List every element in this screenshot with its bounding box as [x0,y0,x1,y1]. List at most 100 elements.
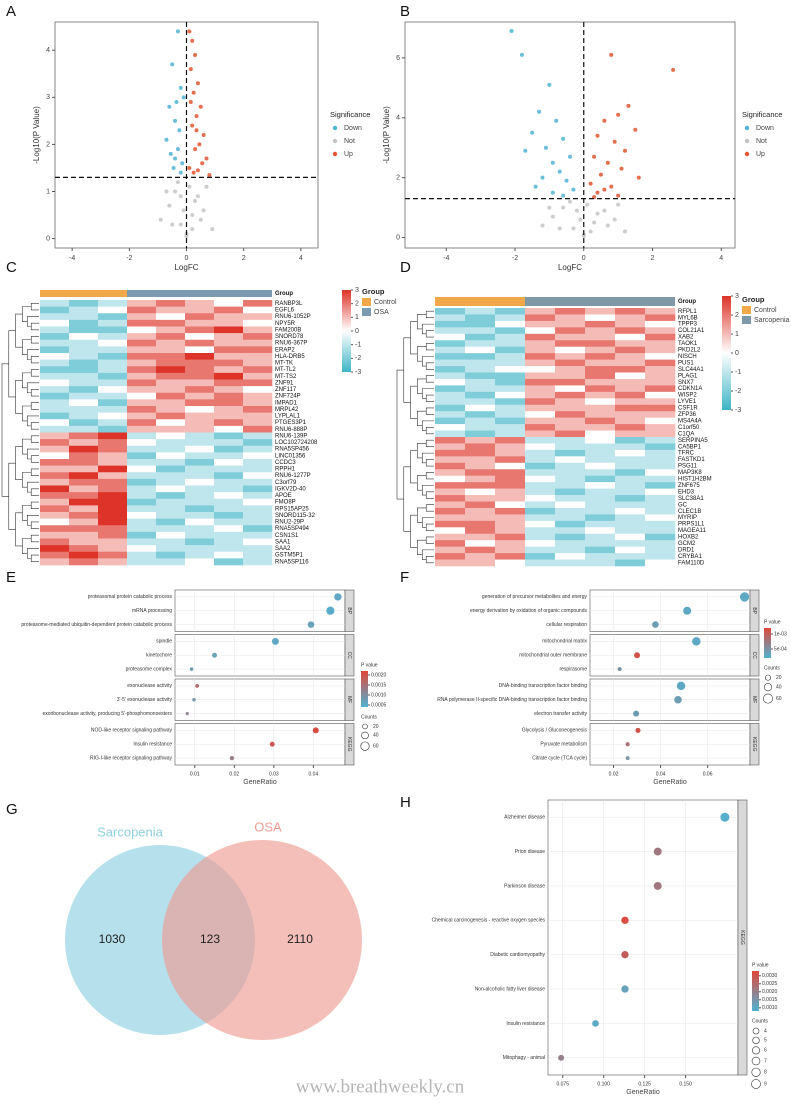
x-tick-label: 0.04 [309,771,319,777]
point [671,67,676,72]
dendrogram-branch [425,459,434,467]
row-label: MAGEA11 [678,528,707,534]
heatmap-cell [525,391,556,399]
row-label: FASTKD1 [678,457,705,463]
dendrogram-branch [15,313,23,348]
heatmap-cell [465,462,496,470]
watermark: www.breathweekly.cn [296,1076,465,1097]
point [547,205,552,210]
heatmap-cell [615,469,646,476]
heatmap-cell [127,333,157,341]
point [609,52,614,57]
heatmap-cell [156,452,186,460]
heatmap-cell [69,392,99,400]
heatmap-cell [525,308,556,315]
legend-key [765,674,771,681]
row-label: TFRC [678,451,695,457]
row-label: NISCH [678,354,697,360]
heatmap-cell [243,485,273,493]
heatmap-cell [585,559,616,567]
point [188,67,193,72]
heatmap-cell [525,437,556,444]
row-label: RANBP3L [275,301,303,307]
heatmap-cell [465,443,496,451]
heatmap-cell [525,559,556,567]
panel-label: D [400,259,411,276]
colorbar-label: -1 [735,369,741,376]
row-label: ZNF724P [275,394,301,400]
heatmap-cell [525,398,556,406]
row-label: LOC102724208 [275,440,318,446]
point [626,103,631,108]
heatmap-cell [435,488,466,496]
heatmap-cell [495,456,526,464]
dot [334,593,342,601]
legend-key [744,138,750,144]
dot [212,652,217,658]
heatmap-cell [435,359,466,367]
point [602,187,607,192]
heatmap-cell [645,546,676,554]
heatmap-cell [243,452,273,460]
x-axis-label: LogFC [174,263,198,272]
heatmap-cell [98,359,128,367]
heatmap-cell [645,333,676,341]
heatmap-cell [495,540,526,547]
heatmap-cell [615,424,646,431]
heatmap-cell [69,498,99,506]
point [187,184,192,189]
point [168,151,173,156]
heatmap-cell [555,385,586,393]
heatmap-cell [98,406,128,413]
heatmap-cell [555,404,586,412]
heatmap-cell [465,308,496,315]
heatmap-cell [98,386,128,394]
heatmap-cell [555,495,586,502]
y-tick-label: 4 [46,47,50,54]
point [193,52,198,57]
point [564,178,569,183]
heatmap-cell [40,359,70,367]
heatmap-cell [98,399,128,407]
heatmap-cell [465,520,496,528]
legend-key [763,693,773,704]
y-tick-label: 1 [46,188,50,195]
x-axis-label: GeneRatio [243,779,277,786]
point [554,118,559,123]
heatmap-cell [615,411,646,418]
x-tick-label: 2 [651,255,655,262]
heatmap-cell [645,553,676,560]
term-label: Glycolysis / Gluconeogenesis [522,728,588,734]
heatmap-cell [495,527,526,535]
legend-title: Group [742,295,765,304]
heatmap-cell [127,512,157,519]
row-label: TAOK1 [678,341,698,347]
x-tick-label: 0.125 [638,1081,651,1087]
heatmap-cell [495,462,526,470]
heatmap-cell [127,432,157,440]
heatmap-cell [127,313,157,321]
heatmap-cell [615,346,646,354]
colorbar [361,671,368,707]
heatmap-cell [40,439,70,447]
heatmap-cell [185,399,215,407]
heatmap-cell [40,425,70,433]
legend-key [752,1027,760,1035]
row-label: ZNF91 [275,380,294,386]
heatmap-cell [465,333,496,341]
y-axis-label: -Log10(P Value) [32,106,41,164]
term-label: proteasomal protein catabolic process [88,594,173,600]
venn-set-name: Sarcopenia [97,824,164,839]
dot [617,667,622,672]
heatmap-cell [525,449,556,457]
heatmap-cell [185,558,215,566]
heatmap-cell [645,482,676,489]
heatmap-cell [214,366,244,374]
row-label: RNA5SP116 [275,559,309,565]
heatmap-cell [69,512,99,519]
heatmap-cell [185,465,215,473]
heatmap-cell [465,359,496,367]
point [181,95,186,100]
heatmap-cell [185,439,215,447]
